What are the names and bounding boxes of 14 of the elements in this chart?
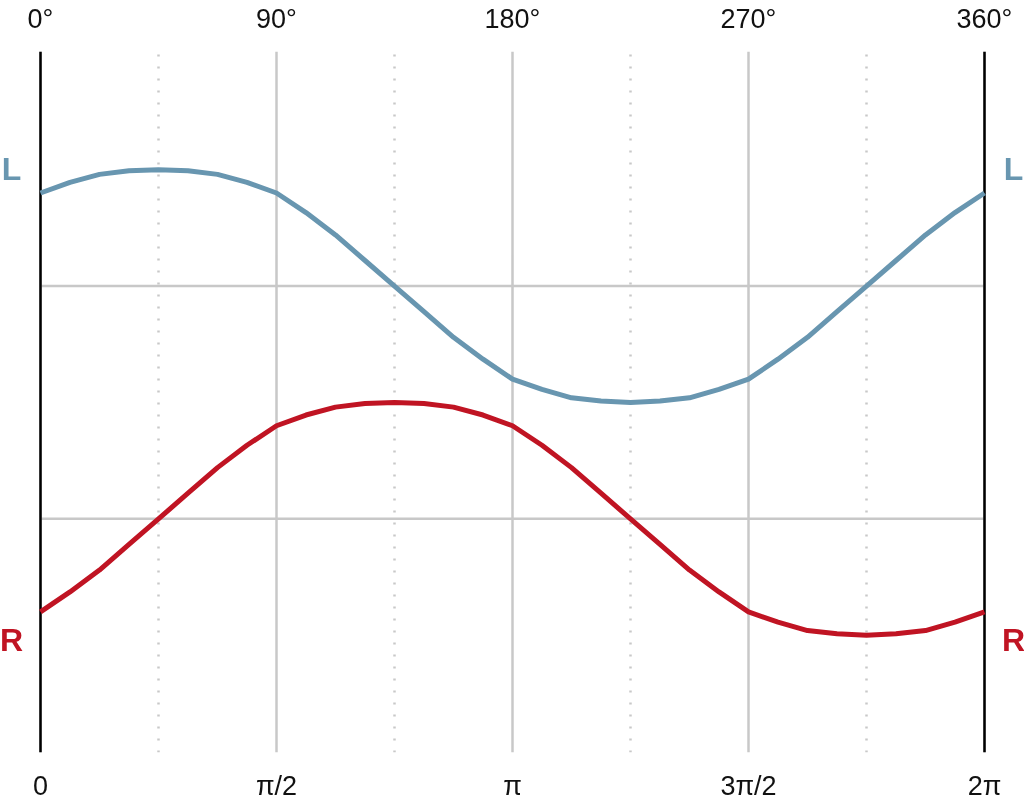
text: R (1001, 621, 1024, 658)
series-label: L (1, 151, 22, 187)
x2-tick-label: 180° (484, 3, 541, 34)
x-tick-label: 0 (32, 770, 49, 801)
text: L (1003, 151, 1024, 187)
x2-tick-label: 90° (256, 3, 297, 34)
x2-tick-label: 270° (720, 3, 777, 34)
x-tick-label: 2π (967, 770, 1002, 801)
series-label: R (0, 621, 24, 658)
x-tick-label: π (503, 770, 522, 801)
x2-tick-label: 0° (27, 3, 54, 34)
x-tick-label: 3π/2 (720, 770, 777, 801)
x2-tick-label: 360° (956, 3, 1013, 34)
x-tick-label: π/2 (255, 770, 298, 801)
